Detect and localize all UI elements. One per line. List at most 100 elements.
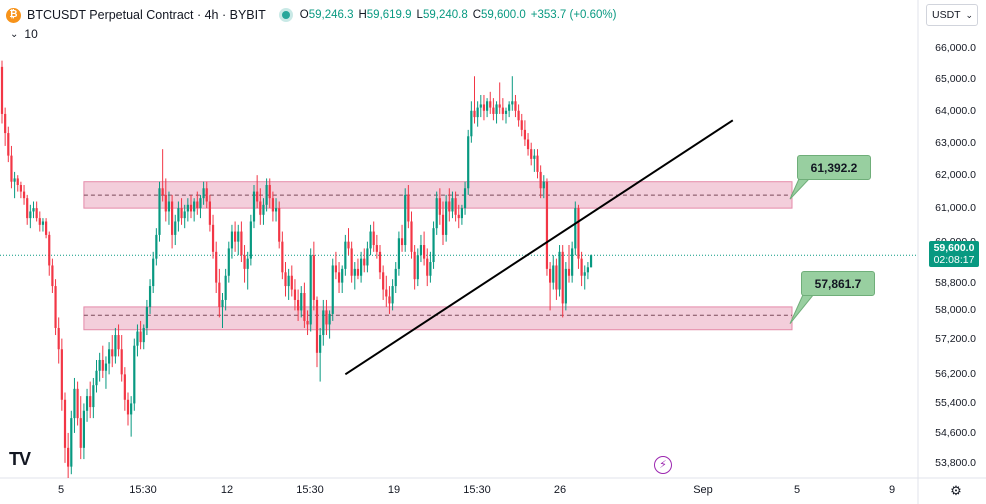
candle-down: [526, 139, 530, 150]
currency-select[interactable]: USDT ⌄: [926, 4, 978, 26]
symbol-title[interactable]: BTCUSDT Perpetual Contract · 4h · BYBIT: [27, 8, 266, 22]
time-axis-tick: 5: [793, 484, 801, 496]
candle-up: [108, 349, 111, 364]
candle-down: [498, 104, 501, 108]
candle-down: [400, 238, 404, 246]
candle-up: [341, 268, 344, 283]
volume-indicator-row[interactable]: ⌄ 10: [10, 27, 38, 41]
candle-up: [470, 110, 473, 137]
candle-up: [463, 188, 467, 209]
candle-down: [35, 208, 38, 219]
candle-down: [259, 201, 262, 215]
time-axis-tick: 5: [57, 484, 65, 496]
candle-up: [397, 238, 400, 269]
candle-up: [328, 313, 331, 325]
price-axis-tick: 63,000.0: [935, 136, 976, 149]
candle-up: [82, 410, 85, 448]
gear-icon[interactable]: ⚙: [950, 483, 962, 498]
callout-resistance[interactable]: 61,392.2: [797, 155, 871, 180]
candle-down: [347, 241, 350, 249]
candle-down: [51, 265, 54, 287]
candle-down: [26, 198, 29, 219]
candle-down: [325, 310, 328, 325]
candle-up: [460, 208, 463, 219]
candle-up: [287, 275, 290, 287]
candle-down: [208, 201, 211, 225]
candle-up: [344, 241, 347, 269]
candle-down: [482, 104, 486, 111]
candle-up: [391, 286, 394, 304]
price-axis-tick: 55,400.0: [935, 397, 976, 410]
candle-up: [133, 345, 136, 404]
candle-down: [514, 101, 517, 111]
candle-up: [73, 388, 76, 419]
candle-up: [274, 208, 278, 212]
candle-down: [45, 221, 48, 235]
candle-up: [479, 104, 482, 108]
candle-up: [174, 221, 177, 235]
chevron-down-icon: ⌄: [965, 9, 973, 20]
candle-down: [196, 201, 199, 209]
last-price-tag: 59,600.0 02:08:17: [929, 241, 979, 267]
candle-down: [580, 258, 583, 276]
candle-down: [290, 275, 293, 290]
candle-up: [508, 104, 511, 111]
candle-down: [517, 110, 520, 121]
tradingview-logo[interactable]: TV: [9, 449, 31, 469]
price-axis-tick: 62,000.0: [935, 169, 976, 182]
lightning-icon[interactable]: ⚡: [654, 456, 672, 474]
candle-down: [567, 268, 571, 276]
volume-indicator-value: 10: [24, 27, 38, 41]
ohlc-high: H59,619.9: [358, 9, 412, 21]
candle-up: [41, 221, 45, 225]
last-price-value: 59,600.0: [933, 242, 975, 254]
candle-up: [369, 231, 372, 249]
callout-support[interactable]: 57,861.7: [801, 271, 875, 296]
candle-up: [262, 204, 265, 215]
candle-up: [152, 258, 155, 287]
candle-up: [404, 194, 407, 246]
candle-down: [101, 359, 104, 371]
candle-down: [423, 245, 426, 259]
candle-up: [130, 403, 133, 415]
price-axis-tick: 58,000.0: [935, 304, 976, 317]
candle-down: [549, 268, 552, 283]
callout-resistance-text: 61,392.2: [810, 160, 858, 175]
candle-down: [171, 201, 174, 235]
candle-up: [199, 198, 202, 209]
candle-down: [268, 184, 271, 199]
candle-up: [221, 299, 224, 307]
candle-up: [429, 262, 432, 276]
candle-down: [164, 194, 167, 212]
price-axis-tick: 64,000.0: [935, 104, 976, 117]
price-axis-tick: 66,000.0: [935, 42, 976, 55]
candle-up: [98, 359, 101, 371]
candle-down: [139, 331, 142, 343]
candle-down: [539, 171, 542, 189]
candle-down: [211, 224, 215, 252]
candle-up: [476, 107, 479, 118]
price-axis-tick: 58,800.0: [935, 276, 976, 289]
candle-down: [388, 296, 391, 304]
time-axis-tick: 9: [888, 484, 896, 496]
candle-down: [161, 188, 164, 195]
candle-up: [158, 188, 161, 235]
candle-up: [558, 251, 561, 290]
candle-up: [148, 286, 152, 307]
candle-up: [331, 265, 334, 314]
candle-up: [416, 255, 419, 280]
candle-up: [533, 155, 536, 159]
candle-up: [155, 234, 158, 259]
candle-up: [202, 188, 205, 199]
candle-down: [7, 133, 10, 156]
candle-down: [189, 204, 193, 212]
chevron-down-icon[interactable]: ⌄: [10, 28, 19, 40]
bar-countdown: 02:08:17: [933, 254, 975, 266]
candle-down: [218, 282, 221, 307]
candle-down: [372, 231, 375, 246]
candle-up: [136, 331, 139, 346]
candle-down: [382, 272, 385, 290]
candle-down: [0, 66, 4, 114]
